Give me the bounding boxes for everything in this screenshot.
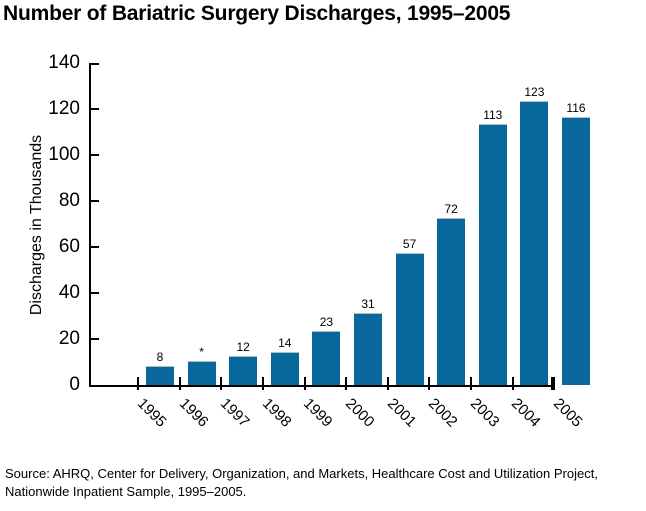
x-tick-label-1995: 1995 [133, 395, 170, 431]
x-tick-0 [137, 377, 140, 390]
x-tick-6 [386, 377, 389, 390]
y-tick-label-40: 40 [58, 282, 80, 303]
bar-1996 [187, 361, 216, 385]
source-note-line2: Nationwide Inpatient Sample, 1995–2005. [5, 484, 247, 499]
bar-value-1999: 23 [319, 315, 334, 330]
bar-2002 [437, 218, 466, 385]
bar-2000 [354, 312, 382, 385]
source-note: Source: AHRQ, Center for Delivery, Organ… [5, 465, 641, 501]
y-tick-label-140: 140 [48, 52, 80, 73]
x-tick-label-2000: 2000 [341, 395, 378, 431]
bar-value-2000: 31 [361, 296, 375, 311]
bar-1995 [146, 365, 174, 385]
bar-1998 [270, 351, 299, 385]
bar-2001 [395, 252, 424, 385]
x-tick-2 [220, 377, 223, 390]
bar-2004 [520, 101, 549, 385]
x-tick-3 [262, 377, 264, 390]
chart-title: Number of Bariatric Surgery Discharges, … [3, 2, 511, 25]
y-tick-120 [91, 108, 99, 110]
y-tick-60 [91, 246, 99, 248]
bar-value-1997: 12 [236, 340, 250, 355]
y-tick-label-100: 100 [48, 144, 80, 165]
x-tick-label-2001: 2001 [383, 395, 420, 431]
bar-value-2004: 123 [524, 85, 545, 100]
y-tick-80 [91, 200, 99, 202]
x-tick-11 [553, 377, 556, 390]
bar-value-2002: 72 [444, 202, 458, 217]
y-axis-line [89, 63, 91, 387]
x-tick-7 [428, 377, 431, 390]
x-tick-label-1998: 1998 [258, 395, 295, 431]
x-tick-9 [511, 377, 514, 390]
bar-value-2003: 113 [483, 108, 503, 123]
x-axis-line [89, 385, 555, 387]
y-tick-40 [91, 292, 99, 294]
x-tick-1 [178, 377, 181, 390]
bar-1999 [312, 331, 341, 385]
bar-value-1995: 8 [156, 349, 164, 364]
bar-value-2001: 57 [402, 236, 417, 251]
bar-value-1996: * [199, 345, 204, 359]
x-tick-label-2004: 2004 [508, 395, 544, 431]
x-tick-label-1996: 1996 [175, 395, 212, 431]
y-tick-label-80: 80 [58, 190, 80, 211]
x-tick-label-2002: 2002 [425, 395, 461, 431]
y-tick-140 [91, 63, 99, 65]
x-tick-label-1997: 1997 [217, 395, 253, 431]
x-tick-8 [470, 377, 472, 390]
y-tick-label-0: 0 [69, 374, 80, 395]
bar-2003 [478, 124, 507, 385]
x-tick-5 [345, 377, 348, 390]
source-note-line1: Source: AHRQ, Center for Delivery, Organ… [5, 466, 598, 481]
bar-value-2005: 116 [566, 101, 586, 116]
y-tick-label-60: 60 [58, 236, 80, 257]
bar-value-1998: 14 [278, 335, 292, 350]
y-tick-label-120: 120 [48, 98, 80, 119]
x-tick-10 [551, 377, 553, 390]
y-tick-100 [91, 154, 99, 156]
bar-2005 [562, 117, 590, 385]
x-tick-label-2003: 2003 [466, 395, 503, 431]
x-tick-4 [303, 377, 306, 390]
x-tick-label-2005: 2005 [549, 395, 586, 431]
y-tick-20 [91, 338, 99, 340]
x-tick-label-1999: 1999 [300, 395, 336, 431]
plot-area: 8 * 12 14 23 31 57 72 113 123 116 [89, 63, 590, 390]
bar-1997 [229, 356, 258, 385]
y-tick-label-20: 20 [58, 328, 80, 349]
